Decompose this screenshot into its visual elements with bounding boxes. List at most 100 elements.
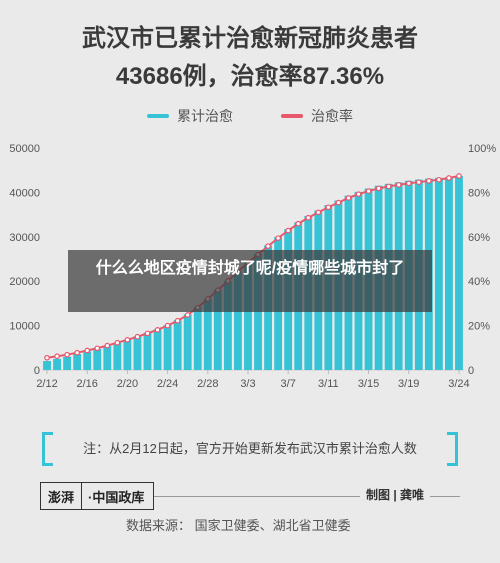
data-source: 数据来源： 国家卫健委、湖北省卫健委 (126, 518, 351, 533)
legend: 累计治愈 治愈率 (0, 106, 500, 126)
logo-mark: 澎湃 (41, 483, 82, 509)
note-text: 注：从2月12日起，官方开始更新发布武汉市累计治愈人数 (83, 440, 417, 456)
bar-2/16 (83, 351, 92, 370)
bar-2/19 (113, 342, 122, 370)
rate-point-3/21 (426, 178, 432, 184)
y-axis-left: 0 10000 20000 30000 40000 50000 (9, 143, 40, 377)
x-tick-label: 3/15 (358, 378, 379, 390)
logo-text: ·中国政库 (88, 489, 145, 505)
legend-swatch-cured (147, 114, 169, 118)
rate-point-2/23 (154, 327, 161, 333)
x-tick-label: 3/3 (240, 378, 255, 390)
x-tick-label: 2/24 (157, 378, 178, 390)
rate-point-2/22 (144, 330, 151, 337)
bar-2/25 (173, 320, 182, 370)
note-bracket-left (42, 432, 53, 466)
bar-2/14 (63, 356, 72, 370)
legend-item-rate: 治愈率 (281, 106, 353, 126)
bar-2/27 (193, 307, 202, 370)
rate-point-3/8 (295, 220, 302, 227)
rate-point-3/14 (355, 191, 362, 197)
bar-3/24 (455, 176, 463, 370)
y-tick-left: 30000 (9, 232, 40, 244)
bar-3/22 (434, 177, 443, 370)
rate-point-3/15 (365, 188, 372, 194)
rate-point-2/25 (174, 317, 181, 324)
rate-point-3/10 (315, 209, 322, 216)
y-tick-right: 60% (468, 232, 490, 244)
x-tick-label: 3/11 (318, 378, 339, 390)
rate-point-3/12 (335, 199, 342, 206)
x-tick-label: 3/24 (448, 378, 469, 390)
legend-label-cured: 累计治愈 (177, 108, 233, 124)
legend-swatch-rate (281, 114, 303, 118)
x-tick-label: 3/7 (281, 378, 296, 390)
y-axis-right: 0 20% 40% 60% 80% 100% (468, 143, 496, 377)
bar-2/22 (143, 332, 152, 370)
bar-2/17 (93, 348, 102, 370)
rate-point-3/16 (375, 185, 382, 192)
y-tick-right: 80% (468, 187, 490, 199)
x-tick-label: 2/20 (117, 378, 138, 390)
bar-2/15 (73, 353, 82, 370)
rate-point-3/20 (415, 179, 422, 185)
chart-subtitle: 43686例，治愈率87.36% (115, 63, 385, 90)
publisher-logo: 澎湃 ·中国政库 (40, 482, 154, 510)
y-tick-right: 100% (468, 143, 496, 155)
rate-point-3/17 (385, 183, 392, 190)
bar-2/23 (153, 329, 162, 370)
rate-point-3/24 (456, 173, 462, 179)
chart-title: 武汉市已累计治愈新冠肺炎患者 (82, 25, 418, 52)
y-tick-left: 0 (34, 365, 40, 377)
rate-point-3/5 (265, 243, 271, 249)
rate-point-3/18 (395, 182, 402, 188)
x-tick-label: 3/19 (398, 378, 419, 390)
x-axis: 2/12 2/16 2/20 2/24 2/28 3/3 3/7 3/11 3/15 3/19 3/… (36, 370, 470, 390)
rate-point-3/6 (275, 235, 281, 241)
rate-point-2/21 (134, 333, 141, 340)
rate-point-2/19 (114, 339, 121, 346)
bar-3/3 (244, 262, 252, 370)
y-tick-right: 20% (468, 321, 490, 333)
bar-2/24 (163, 325, 172, 370)
rate-point-3/23 (446, 175, 452, 181)
bar-2/26 (183, 314, 192, 370)
bar-3/2 (234, 271, 242, 370)
legend-item-cured: 累计治愈 (147, 106, 233, 126)
bar-2/12 (43, 361, 51, 370)
y-tick-right: 40% (468, 276, 490, 288)
legend-label-rate: 治愈率 (311, 108, 353, 124)
rate-point-3/13 (345, 195, 352, 201)
y-tick-right: 0 (468, 365, 474, 377)
bar-2/29 (213, 289, 222, 370)
y-tick-left: 40000 (9, 187, 40, 199)
rate-point-3/9 (305, 214, 312, 221)
rate-point-2/16 (84, 347, 91, 354)
overlay-banner[interactable]: 什么么地区疫情封城了呢/疫情哪些城市封了 (68, 250, 432, 312)
x-tick-label: 2/28 (197, 378, 218, 390)
rate-point-2/15 (74, 349, 80, 356)
rate-point-2/12 (44, 354, 50, 361)
note: 注：从2月12日起，官方开始更新发布武汉市累计治愈人数 (42, 432, 458, 466)
x-tick-label: 2/16 (77, 378, 98, 390)
y-tick-left: 10000 (9, 321, 40, 333)
rate-point-2/18 (104, 342, 111, 349)
chart-credit: 制图 | 龚唯 (360, 486, 431, 503)
rate-point-2/17 (94, 345, 101, 352)
bar-2/13 (53, 358, 61, 370)
rate-point-3/19 (405, 180, 412, 187)
bar-2/21 (133, 336, 142, 370)
y-tick-left: 50000 (9, 143, 40, 155)
bar-3/23 (445, 177, 453, 370)
rate-point-2/26 (184, 312, 191, 318)
rate-point-3/7 (285, 227, 291, 234)
note-bracket-right (447, 432, 458, 466)
rate-point-2/20 (124, 337, 131, 343)
rate-point-3/11 (325, 204, 332, 211)
bar-2/28 (203, 298, 212, 370)
bar-2/18 (103, 345, 112, 370)
rate-point-2/13 (54, 353, 60, 360)
rate-point-2/24 (164, 322, 171, 329)
bar-2/20 (123, 339, 132, 370)
rate-point-3/22 (436, 176, 442, 183)
